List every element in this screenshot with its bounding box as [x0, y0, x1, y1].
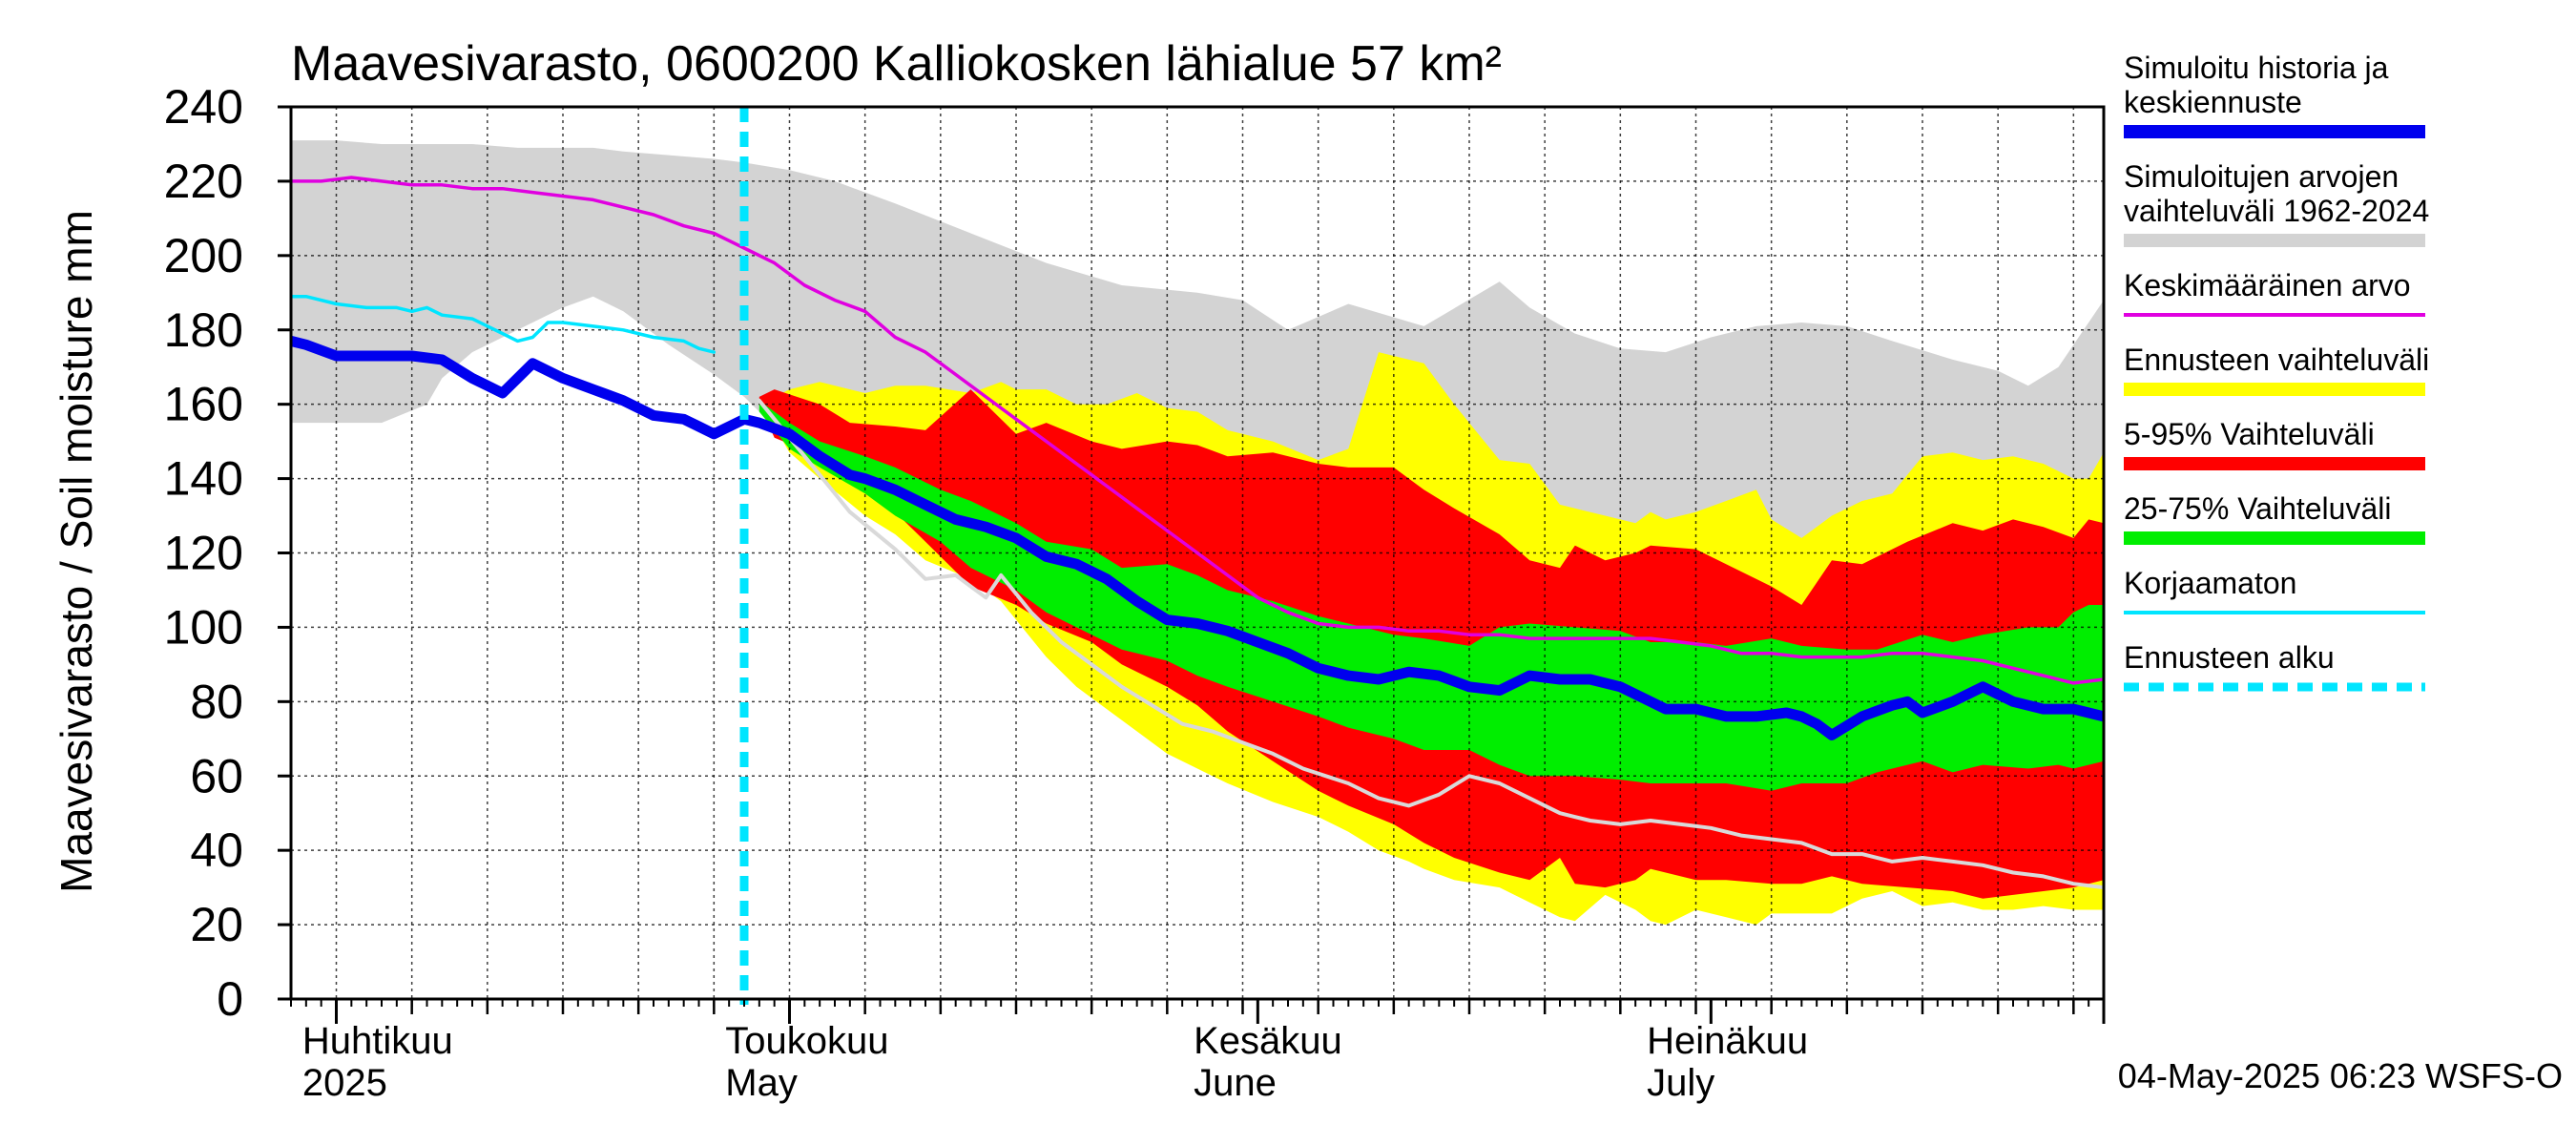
month-label-en: July	[1647, 1062, 1714, 1104]
month-label-fi: Heinäkuu	[1647, 1020, 1808, 1062]
month-label-fi: Toukokuu	[725, 1020, 888, 1062]
month-label-fi: Huhtikuu	[302, 1020, 453, 1062]
plot-grid	[291, 107, 2104, 999]
legend-label: Korjaamaton	[2124, 566, 2296, 600]
legend-label: Simuloitu historia ja	[2124, 51, 2389, 85]
legend-label: keskiennuste	[2124, 85, 2302, 119]
y-tick-label: 60	[190, 749, 243, 802]
line-kuiva-vuosi-historia	[757, 398, 2104, 890]
line-korjaamaton	[291, 294, 717, 354]
plot-axes: 0 20 40 60 80 100 120 140 160 180 200 220 240 Huhtiku…	[164, 80, 2106, 1104]
y-tick-label: 160	[164, 378, 243, 431]
y-tick-label: 80	[190, 675, 243, 728]
month-label-en: 2025	[302, 1062, 387, 1104]
line-keskimaarainen-arvo	[291, 176, 2104, 685]
y-tick-label: 200	[164, 229, 243, 282]
band-25-75-vaihteluvali	[758, 400, 2104, 791]
legend-label: Ennusteen alku	[2124, 640, 2335, 675]
legend-label: vaihteluväli 1962-2024	[2124, 194, 2429, 228]
y-tick-label: 180	[164, 303, 243, 357]
y-tick-label: 220	[164, 155, 243, 208]
y-tick-label: 40	[190, 823, 243, 877]
legend-label: Ennusteen vaihteluväli	[2124, 343, 2429, 377]
y-tick-label: 0	[217, 972, 243, 1026]
y-tick-label: 240	[164, 80, 243, 134]
legend-label: 5-95% Vaihteluväli	[2124, 417, 2375, 451]
y-tick-label: 20	[190, 898, 243, 951]
month-label-fi: Kesäkuu	[1194, 1020, 1342, 1062]
footer-timestamp: 04-May-2025 06:23 WSFS-O	[2118, 1056, 2563, 1095]
line-simuloitu-historia-ja-keskiennuste	[291, 335, 2104, 740]
chart-title: Maavesivarasto, 0600200 Kalliokosken läh…	[291, 36, 1502, 92]
legend-label: Simuloitujen arvojen	[2124, 159, 2399, 194]
month-label-en: May	[725, 1062, 798, 1104]
y-tick-label: 140	[164, 452, 243, 506]
y-tick-label: 120	[164, 527, 243, 580]
y-axis-label: Maavesivarasto / Soil moisture mm	[52, 210, 101, 893]
legend-label: Keskimääräinen arvo	[2124, 268, 2411, 302]
month-label-en: June	[1194, 1062, 1277, 1104]
y-tick-label: 100	[164, 600, 243, 654]
plot-lines	[291, 176, 2104, 890]
legend-label: 25-75% Vaihteluväli	[2124, 491, 2391, 526]
